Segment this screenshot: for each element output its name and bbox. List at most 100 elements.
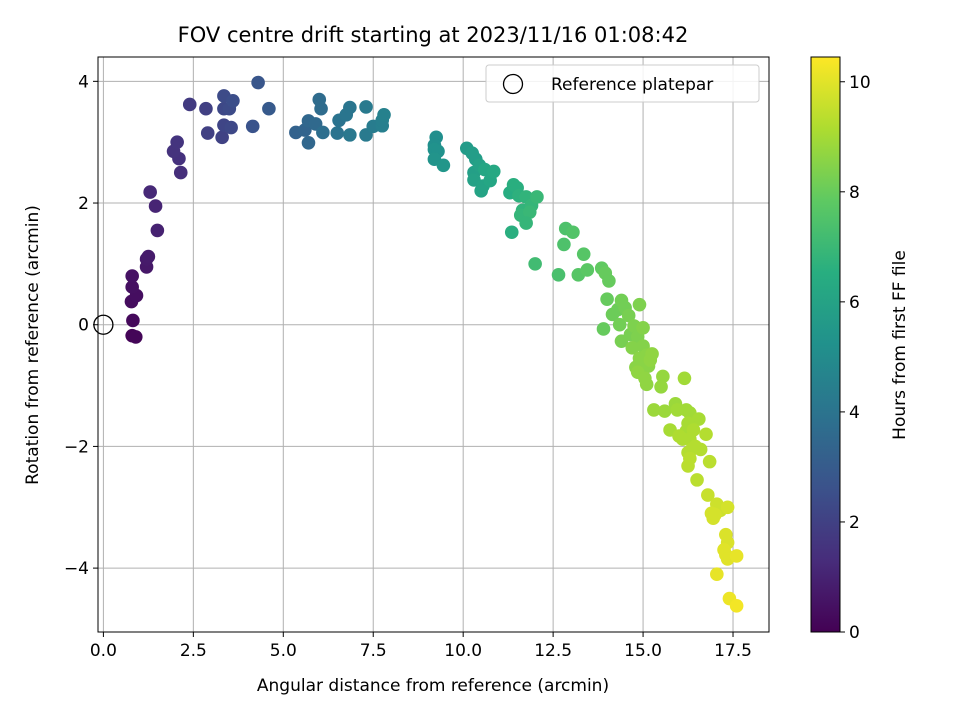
data-point — [551, 268, 566, 282]
data-point — [128, 330, 143, 344]
data-point — [215, 130, 229, 145]
legend-label-reference: Reference platepar — [551, 75, 713, 95]
data-point — [690, 473, 704, 487]
data-point — [692, 412, 706, 426]
legend-marker-reference — [502, 73, 524, 95]
legend: Reference platepar — [485, 64, 760, 103]
colorbar-tick-label: 2 — [849, 513, 860, 533]
data-point — [710, 567, 724, 581]
data-point — [580, 263, 595, 277]
y-tick-label: −2 — [64, 437, 89, 457]
data-point — [226, 94, 240, 108]
data-point — [645, 347, 659, 361]
data-point — [699, 427, 713, 442]
x-tick-label: 7.5 — [360, 641, 387, 661]
data-point — [182, 97, 197, 112]
data-point — [343, 128, 357, 142]
data-point — [576, 247, 591, 261]
colorbar-tick-label: 8 — [849, 183, 860, 203]
data-point — [141, 249, 156, 264]
x-tick-label: 0.0 — [90, 641, 117, 661]
data-point — [681, 459, 695, 473]
y-tick-label: −4 — [64, 559, 89, 579]
data-point — [530, 190, 544, 204]
data-point — [262, 101, 276, 116]
data-point — [343, 100, 357, 115]
data-point — [657, 404, 672, 418]
colorbar-tick-label: 0 — [849, 623, 860, 643]
data-point — [474, 184, 488, 198]
data-point — [150, 223, 165, 238]
plot-frame — [97, 56, 770, 633]
colorbar-ticks: 0 2 4 6 8 10 — [840, 73, 871, 643]
data-point — [504, 225, 519, 240]
data-point — [602, 274, 616, 288]
data-point — [148, 199, 163, 213]
data-point — [436, 158, 451, 173]
data-point — [170, 135, 184, 149]
data-point — [654, 379, 668, 394]
data-points — [124, 75, 744, 613]
data-point — [621, 308, 636, 323]
data-point — [566, 225, 580, 240]
chart-title: FOV centre drift starting at 2023/11/16 … — [178, 23, 689, 47]
data-point — [251, 75, 265, 90]
legend-box — [485, 64, 760, 103]
data-point — [199, 101, 213, 116]
data-point — [647, 403, 661, 417]
data-point — [377, 108, 391, 122]
x-tick-label: 2.5 — [180, 641, 207, 661]
data-point — [720, 500, 735, 515]
data-point — [557, 237, 571, 252]
data-point — [528, 257, 542, 271]
data-point — [330, 126, 345, 140]
data-point — [636, 320, 650, 335]
x-tick-label: 10.0 — [444, 641, 482, 661]
x-tick-label: 15.0 — [624, 641, 662, 661]
colorbar — [810, 56, 841, 633]
data-point — [612, 317, 627, 332]
data-point — [625, 341, 640, 355]
data-point — [600, 292, 614, 306]
data-point — [632, 297, 647, 312]
data-point — [312, 92, 327, 107]
data-point — [359, 100, 373, 114]
colorbar-tick-label: 4 — [849, 403, 860, 423]
data-point — [126, 313, 140, 328]
data-point — [729, 599, 744, 613]
data-point — [677, 371, 692, 386]
data-point — [708, 507, 722, 522]
data-point — [173, 165, 188, 180]
colorbar-tick-label: 6 — [849, 293, 860, 313]
data-point — [596, 322, 611, 336]
x-tick-label: 17.5 — [714, 641, 752, 661]
x-tick-label: 12.5 — [534, 641, 572, 661]
data-point — [693, 442, 708, 457]
data-point — [143, 185, 157, 199]
x-axis-ticks: 0.0 2.5 5.0 7.5 10.0 12.5 15.0 17.5 — [90, 632, 752, 661]
data-point — [702, 454, 717, 469]
y-tick-label: 0 — [78, 316, 89, 336]
x-tick-label: 5.0 — [270, 641, 297, 661]
y-tick-label: 2 — [78, 194, 89, 214]
colorbar-label: Hours from first FF file — [890, 250, 910, 440]
data-point — [638, 371, 652, 386]
data-point — [729, 549, 744, 563]
x-axis-label: Angular distance from reference (arcmin) — [257, 676, 609, 696]
y-tick-label: 4 — [78, 72, 89, 92]
data-point — [316, 125, 330, 140]
data-point — [125, 269, 139, 283]
data-point — [200, 126, 215, 140]
y-axis-label: Rotation from reference (arcmin) — [23, 205, 43, 485]
data-point — [224, 120, 238, 135]
data-point — [522, 205, 537, 219]
data-point — [656, 369, 670, 384]
data-point — [486, 164, 501, 179]
colorbar-tick-label: 10 — [849, 73, 871, 93]
data-point — [125, 280, 139, 294]
data-point — [245, 119, 260, 134]
data-point — [701, 488, 715, 502]
y-axis-ticks: −4 −2 0 2 4 — [64, 72, 98, 579]
data-point — [519, 216, 533, 230]
